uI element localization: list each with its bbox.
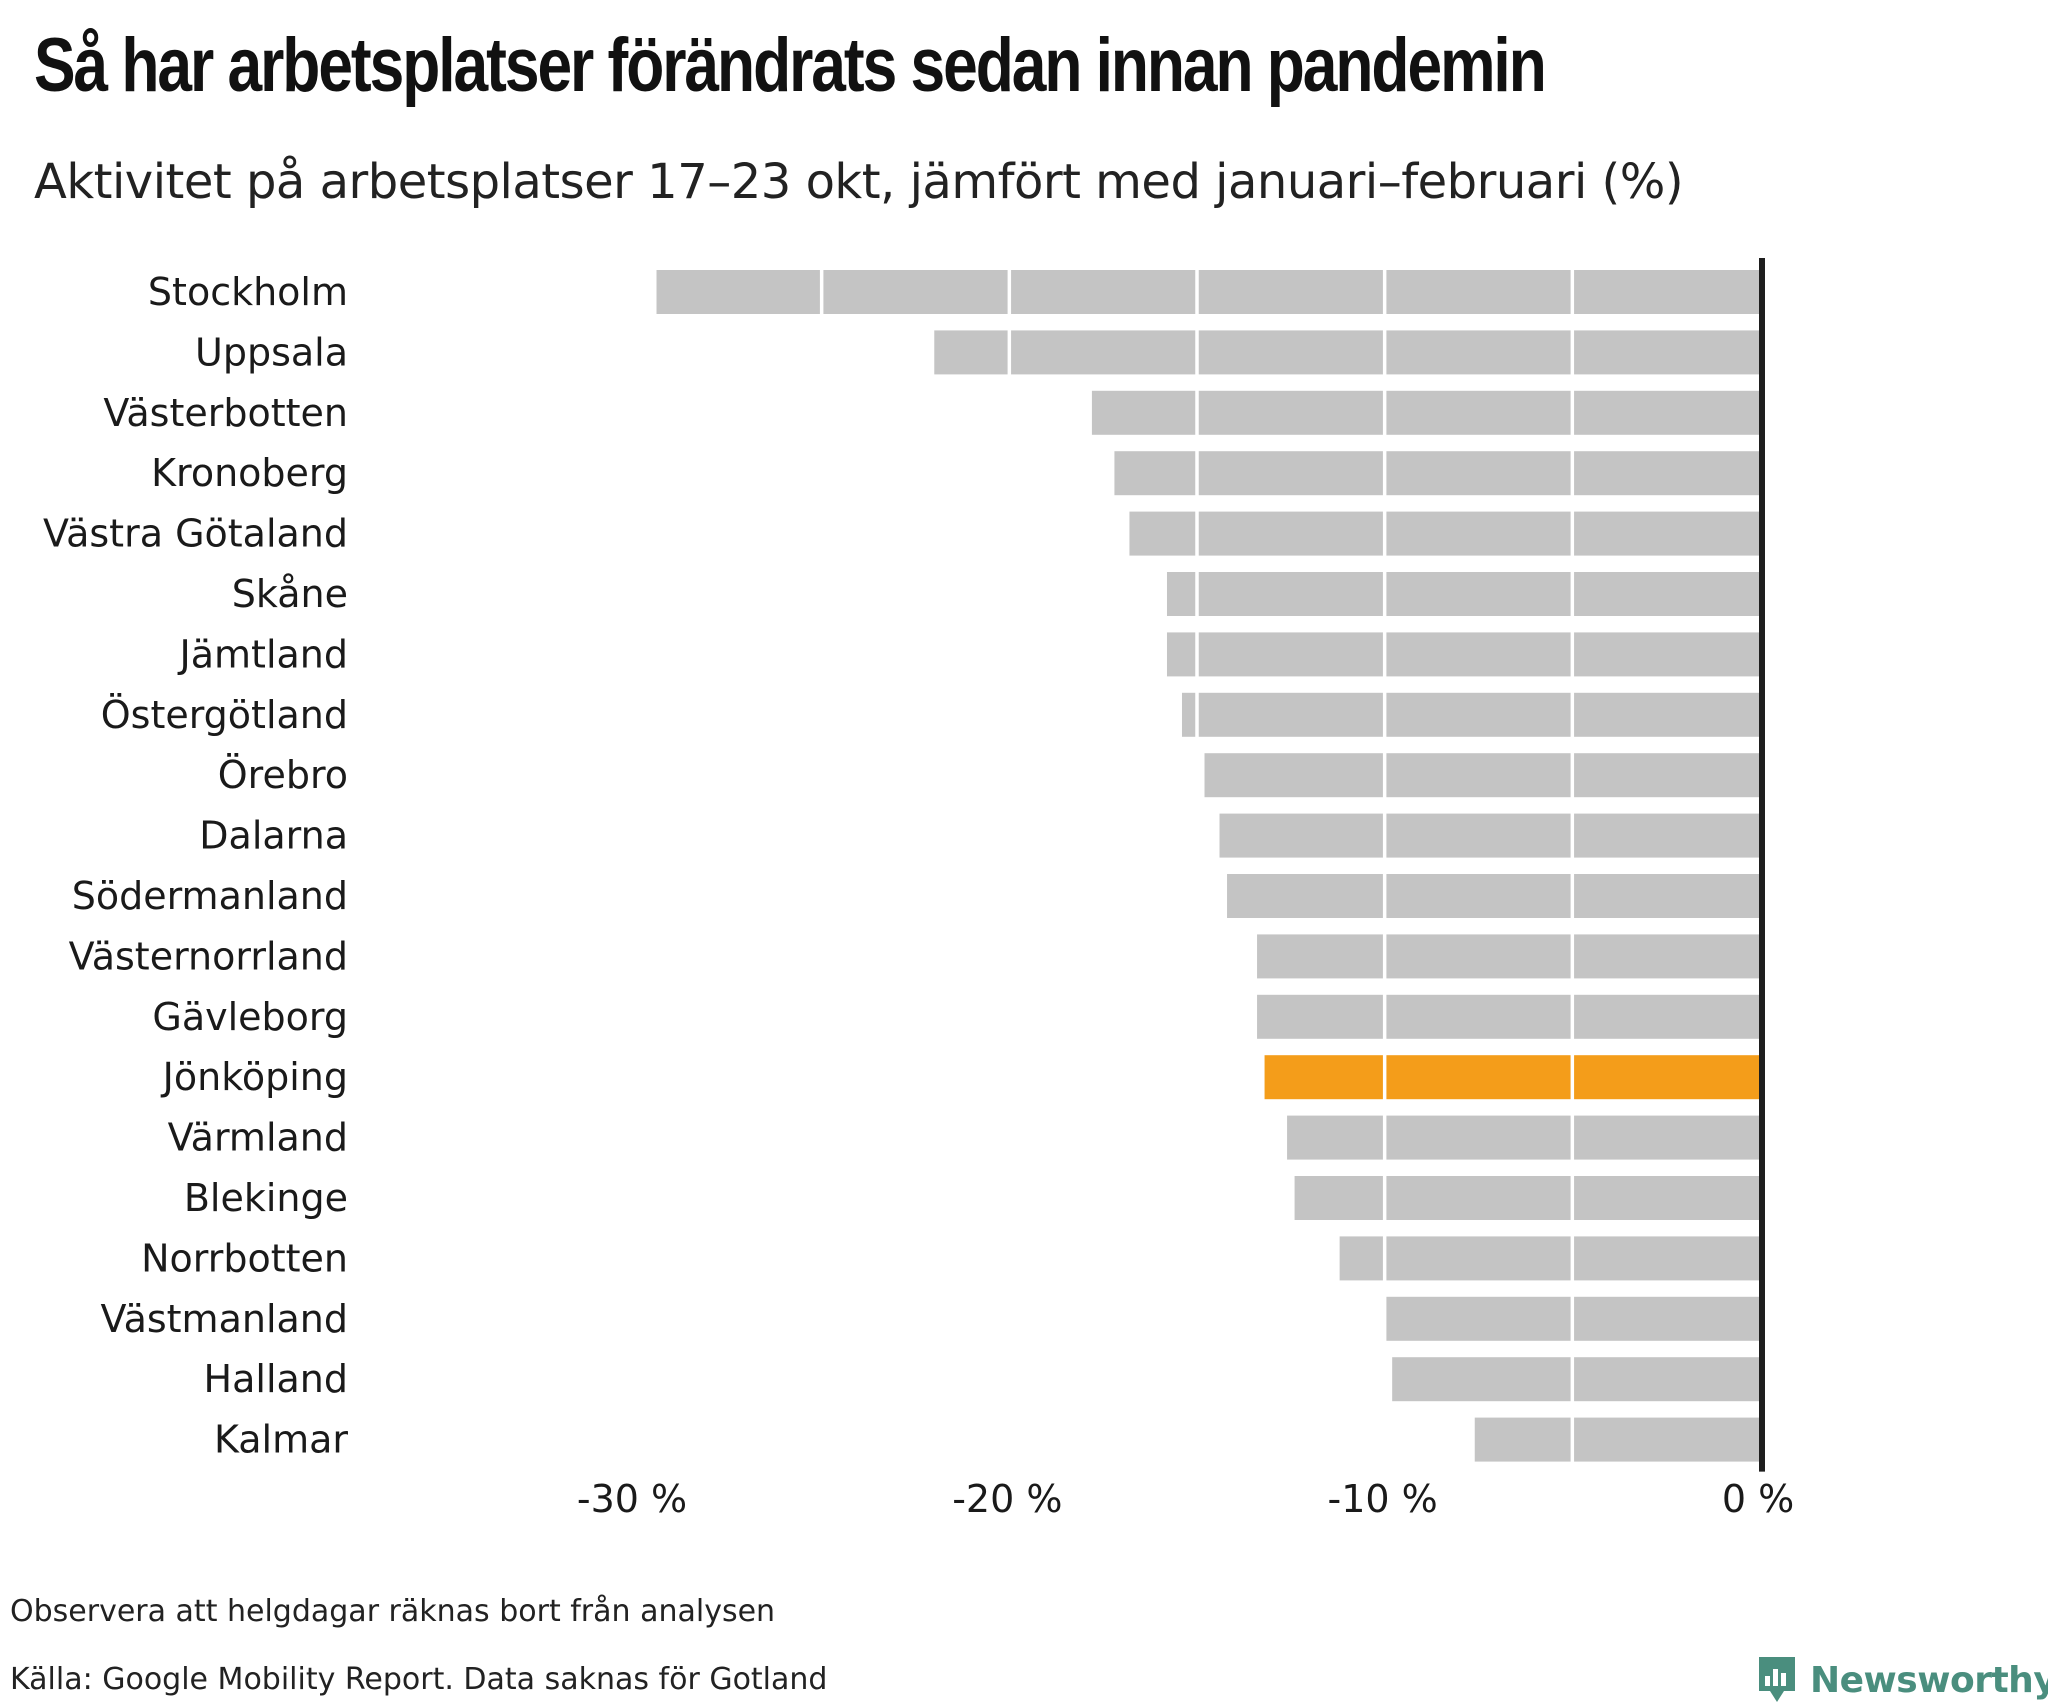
x-tick-label: 0 % [1722, 1477, 1794, 1521]
category-label-vastra-gotaland: Västra Götaland [43, 512, 348, 556]
bar-uppsala [934, 330, 1760, 375]
category-label-uppsala: Uppsala [195, 330, 348, 374]
source-note: Källa: Google Mobility Report. Data sakn… [10, 1662, 828, 1697]
category-label-halland: Halland [204, 1357, 348, 1401]
category-label-vasterbotten: Västerbotten [103, 391, 348, 435]
bar-vasternorrland [1257, 934, 1760, 979]
bar-halland [1392, 1357, 1760, 1402]
category-label-vastmanland: Västmanland [101, 1297, 348, 1341]
bar-jamtland [1166, 632, 1760, 677]
bar-ostergotland [1181, 692, 1760, 737]
bar-sodermanland [1227, 874, 1760, 918]
category-label-skane: Skåne [232, 572, 348, 616]
x-tick-label: -10 % [1328, 1477, 1438, 1521]
category-label-sodermanland: Södermanland [72, 874, 348, 918]
category-label-blekinge: Blekinge [184, 1176, 348, 1220]
bar-chart: Stockholm Uppsala Västerbotten Kronoberg Väs… [43, 258, 1794, 1521]
x-tick-label: -30 % [577, 1477, 687, 1521]
category-label-norrbotten: Norrbotten [141, 1236, 348, 1280]
bar-norrbotten [1339, 1236, 1760, 1281]
bar-stockholm [656, 270, 1760, 314]
holiday-note: Observera att helgdagar räknas bort från… [10, 1594, 776, 1629]
bar-kalmar [1474, 1417, 1760, 1462]
category-label-kronoberg: Kronoberg [151, 451, 348, 495]
category-label-varmland: Värmland [168, 1116, 348, 1160]
bar-dalarna [1219, 813, 1760, 858]
newsworthy-brand[interactable]: Newsworthy [1756, 1652, 2048, 1708]
x-tick-label: -20 % [952, 1477, 1062, 1521]
category-label-kalmar: Kalmar [214, 1418, 348, 1462]
newsworthy-logo-icon [1759, 1657, 1795, 1702]
bar-skane [1166, 572, 1760, 616]
category-label-stockholm: Stockholm [148, 270, 348, 314]
category-label-ostergotland: Östergötland [101, 693, 348, 737]
category-label-orebro: Örebro [218, 753, 348, 797]
bar-vasterbotten [1091, 390, 1760, 435]
brand-name: Newsworthy [1810, 1659, 2048, 1701]
bar-jonkoping [1264, 1055, 1760, 1100]
bar-gavleborg [1257, 994, 1760, 1039]
bar-orebro [1204, 753, 1760, 798]
bar-blekinge [1294, 1176, 1760, 1220]
category-label-jonkoping: Jönköping [161, 1055, 348, 1099]
bar-vastra-gotaland [1129, 511, 1760, 556]
category-label-dalarna: Dalarna [199, 814, 348, 858]
category-label-vasternorrland: Västernorrland [69, 934, 348, 978]
category-label-jamtland: Jämtland [178, 632, 348, 676]
bar-kronoberg [1114, 451, 1760, 496]
chart-title: Så har arbetsplatser förändrats sedan in… [34, 23, 1547, 108]
chart-subtitle: Aktivitet på arbetsplatser 17–23 okt, jä… [34, 154, 1684, 210]
category-label-gavleborg: Gävleborg [152, 995, 348, 1039]
bar-varmland [1287, 1115, 1760, 1160]
